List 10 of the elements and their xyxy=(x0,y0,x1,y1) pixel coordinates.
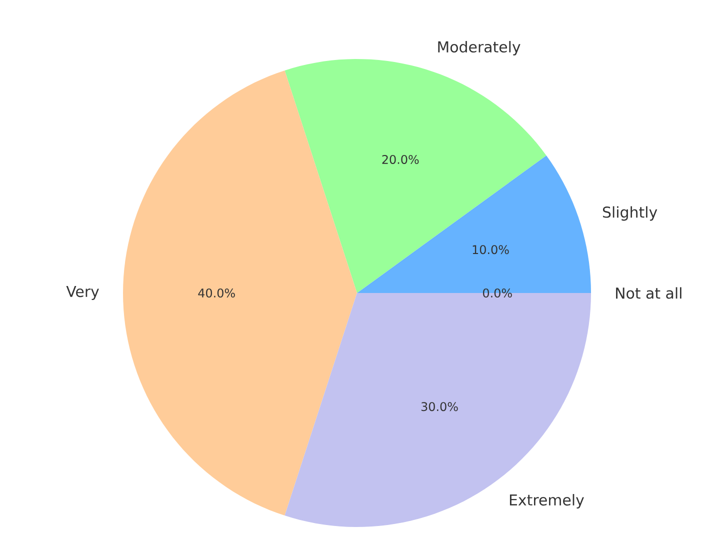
data-label: 20.0% xyxy=(382,154,419,164)
slice-label: Slightly xyxy=(602,206,658,221)
category-label: Not at all xyxy=(616,287,682,299)
text: 0.0% xyxy=(482,288,512,298)
slice-label: Moderately xyxy=(438,40,520,56)
data-label: 10.0% xyxy=(472,245,509,254)
slice-label: Extremely xyxy=(510,494,584,508)
slice-label: Very xyxy=(66,286,99,300)
data-label: 40.0% xyxy=(198,288,235,298)
data-label: 30.0% xyxy=(421,402,458,412)
